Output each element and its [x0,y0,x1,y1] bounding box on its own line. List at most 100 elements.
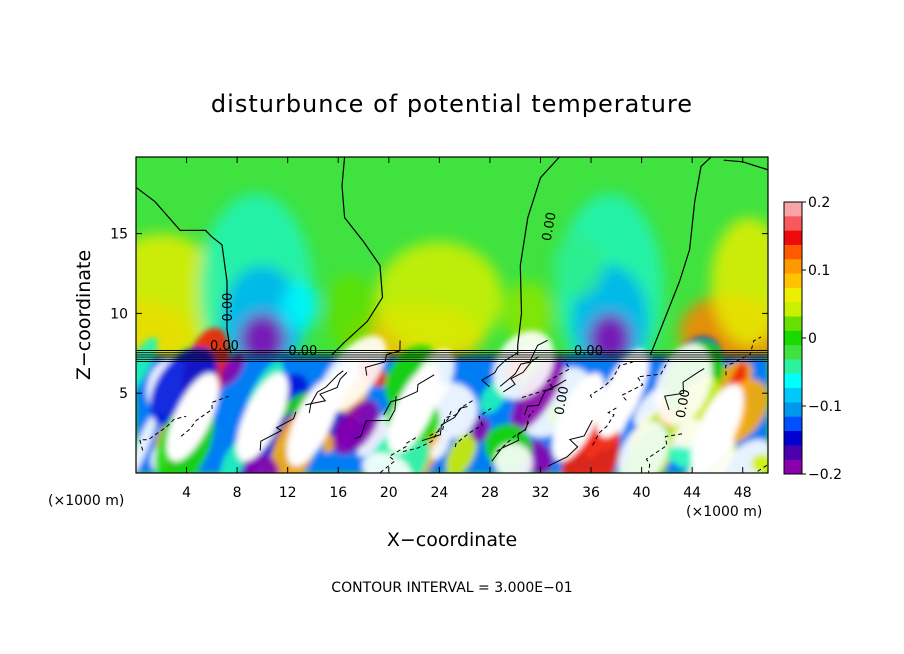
colorbar-tick-label: −0.2 [808,467,842,483]
lower-contour [421,406,468,442]
field-patch [243,453,280,473]
field-patch [362,452,412,473]
lower-contour [454,407,492,448]
lower-contour [725,336,762,376]
contour-interval-note: CONTOUR INTERVAL = 3.000E−01 [331,580,572,596]
field-blob [281,281,320,330]
lower-contour [139,415,187,451]
lower-contour [664,368,705,411]
x-tick-label: 8 [233,485,242,501]
lower-contour [524,379,567,416]
lower-contour [503,356,540,393]
x-axis-label: X−coordinate [387,529,517,551]
zero-contour [517,157,560,355]
lower-contour [645,433,684,473]
colorbar-swatch [784,273,802,289]
lower-contour [364,340,401,376]
contour-label: 0.00 [210,339,239,354]
field-patch [332,400,380,455]
colorbar-swatch [784,402,802,418]
lower-contour [521,360,571,398]
lower-contour [180,395,229,437]
lower-contour [496,410,534,452]
saturated-plume [286,377,339,467]
colorbar-swatch [784,345,802,360]
field-patch [751,454,768,473]
colorbar-swatch [784,316,802,332]
field-patch [471,417,490,442]
colorbar-swatch [784,359,802,375]
x-tick-label: 4 [182,485,191,501]
x-tick-label: 40 [633,485,651,501]
colorbar-ticks: 0.2 0.1 0 −0.1 −0.2 [802,195,842,483]
lower-field [136,327,768,473]
zero-contour [136,186,232,354]
contour-label: 0.00 [540,211,560,242]
field-patch [618,421,669,473]
x-unit-label-right: (×1000 m) [686,504,762,520]
colorbar-swatch [784,373,802,389]
y-tick-label: 10 [110,306,128,322]
field-patch [445,432,477,473]
x-tick-label: 20 [380,485,398,501]
field-patch [430,435,450,460]
colorbar-swatch [784,302,802,318]
x-tick-label: 16 [329,485,347,501]
field-patch [494,442,533,473]
colorbar-tick-label: 0 [808,331,817,347]
lower-contour [620,359,670,401]
lower-contour [499,339,548,387]
y-axis-label: Z−coordinate [73,250,95,380]
x-tick-label: 32 [532,485,550,501]
colorbar-swatch [784,388,802,403]
colorbar-tick-label: 0.2 [808,195,830,211]
lower-contour [383,374,435,416]
lower-contour [308,370,344,414]
y-axis-ticks: 5 10 15 [110,227,768,402]
colorbar-swatch [784,416,802,432]
colorbar [783,201,803,475]
lower-contour [379,435,419,473]
saturated-plume [596,349,649,438]
colorbar-swatch [784,230,802,246]
lower-contour [402,409,453,452]
x-tick-label: 44 [683,485,701,501]
colorbar-swatch [784,216,802,232]
plot-frame [135,156,769,474]
saturated-plume [691,384,744,473]
lower-contour [481,352,519,387]
field-patch [713,439,768,473]
x-tick-label: 48 [734,485,752,501]
contour-label: 0.00 [221,293,236,322]
saturated-plume [388,364,441,454]
field-blob [325,273,377,354]
saturated-plume [236,372,289,462]
x-unit-label-left: (×1000 m) [48,493,124,509]
colorbar-swatch [784,287,802,303]
field-blob [553,233,604,298]
colorbar-swatch [784,259,802,275]
field-blob [588,313,632,365]
field-patch [136,414,157,473]
y-tick-label: 15 [110,227,128,243]
lower-contour [259,411,297,451]
lower-contour [429,399,474,437]
colorbar-tick-label: −0.1 [808,399,842,415]
contour-lines [136,157,768,473]
field-patch [511,355,564,432]
saturated-plume [166,372,219,462]
field-blob [376,241,503,354]
colorbar-swatch [784,431,802,446]
x-tick-label: 12 [279,485,297,501]
contour-label: 0.00 [674,388,694,419]
plot-area [136,157,768,473]
field-blob [502,281,554,346]
lower-contour [305,372,348,406]
y-tick-label: 5 [119,386,128,402]
lower-contour [354,396,397,440]
x-tick-label: 28 [481,485,499,501]
field-blob [239,313,286,365]
colorbar-swatch [784,445,802,461]
contour-label: 0.00 [574,344,603,359]
colorbar-tick-label: 0.1 [808,263,830,279]
